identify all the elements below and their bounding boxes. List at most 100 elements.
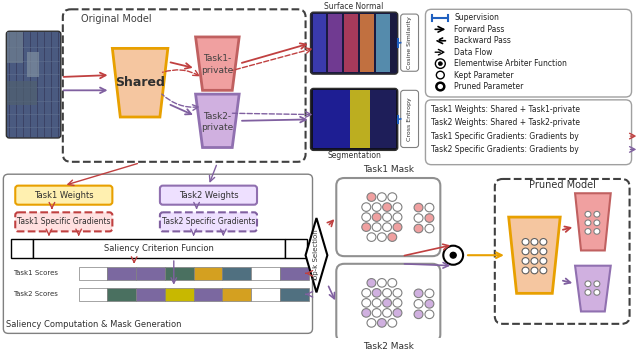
Text: Forward Pass: Forward Pass xyxy=(454,25,504,34)
Circle shape xyxy=(585,211,591,217)
Bar xyxy=(312,14,326,72)
Text: Supervision: Supervision xyxy=(454,13,499,22)
Circle shape xyxy=(378,233,387,241)
Circle shape xyxy=(531,258,538,264)
Circle shape xyxy=(531,248,538,255)
Circle shape xyxy=(522,239,529,245)
Bar xyxy=(328,14,342,72)
Circle shape xyxy=(414,310,423,319)
Bar xyxy=(79,288,108,301)
Circle shape xyxy=(378,279,387,287)
Circle shape xyxy=(372,289,381,297)
Circle shape xyxy=(540,239,547,245)
Bar xyxy=(165,288,194,301)
Bar xyxy=(251,288,280,301)
Circle shape xyxy=(383,223,392,231)
Bar xyxy=(350,90,370,148)
Text: Task2 Weights: Task2 Weights xyxy=(179,191,238,199)
Circle shape xyxy=(414,300,423,308)
Text: Task2 Mask: Task2 Mask xyxy=(363,342,413,350)
Circle shape xyxy=(540,267,547,274)
Circle shape xyxy=(425,300,434,308)
Circle shape xyxy=(378,193,387,201)
Circle shape xyxy=(425,289,434,298)
Bar xyxy=(251,267,280,280)
Circle shape xyxy=(414,289,423,298)
Circle shape xyxy=(388,279,397,287)
Circle shape xyxy=(531,267,538,274)
Text: Backward Pass: Backward Pass xyxy=(454,36,511,45)
Circle shape xyxy=(388,233,397,241)
Circle shape xyxy=(414,214,423,222)
Circle shape xyxy=(585,229,591,234)
Circle shape xyxy=(585,289,591,295)
Polygon shape xyxy=(113,48,168,117)
Bar xyxy=(194,288,222,301)
Bar xyxy=(136,288,165,301)
Text: Elementwise Arbiter Function: Elementwise Arbiter Function xyxy=(454,59,567,68)
FancyBboxPatch shape xyxy=(15,212,113,231)
Circle shape xyxy=(594,211,600,217)
Polygon shape xyxy=(575,193,611,251)
Text: Task1 Scores: Task1 Scores xyxy=(13,270,58,276)
Bar xyxy=(136,267,165,280)
Circle shape xyxy=(435,59,445,68)
Text: Top-k Selection: Top-k Selection xyxy=(314,229,319,282)
Text: Cross Entropy: Cross Entropy xyxy=(407,97,412,141)
Circle shape xyxy=(372,223,381,231)
Circle shape xyxy=(393,309,402,317)
Circle shape xyxy=(362,289,371,297)
Bar xyxy=(360,14,374,72)
Text: Saliency Criterion Funcion: Saliency Criterion Funcion xyxy=(104,244,214,253)
Circle shape xyxy=(388,318,397,327)
Polygon shape xyxy=(196,94,239,147)
FancyBboxPatch shape xyxy=(495,179,630,324)
Circle shape xyxy=(594,229,600,234)
Bar xyxy=(7,32,23,63)
Bar xyxy=(280,288,308,301)
Circle shape xyxy=(594,220,600,226)
Circle shape xyxy=(444,246,463,265)
Text: Task1 Specific Gradients: Task1 Specific Gradients xyxy=(17,217,111,226)
Bar xyxy=(312,90,350,148)
Bar xyxy=(344,14,358,72)
FancyBboxPatch shape xyxy=(160,212,257,231)
Circle shape xyxy=(594,281,600,287)
Text: Task2 Scores: Task2 Scores xyxy=(13,291,58,297)
Text: Original Model: Original Model xyxy=(81,14,151,24)
Circle shape xyxy=(414,203,423,212)
Circle shape xyxy=(425,224,434,233)
Bar xyxy=(108,288,136,301)
Circle shape xyxy=(393,289,402,297)
Circle shape xyxy=(594,289,600,295)
Bar xyxy=(285,239,307,258)
Circle shape xyxy=(436,71,444,79)
Circle shape xyxy=(540,258,547,264)
Bar xyxy=(222,267,251,280)
Circle shape xyxy=(367,233,376,241)
Text: Segmentation: Segmentation xyxy=(327,151,381,160)
Circle shape xyxy=(393,299,402,307)
Circle shape xyxy=(522,248,529,255)
Bar xyxy=(194,267,222,280)
Text: Data Flow: Data Flow xyxy=(454,48,493,57)
Bar xyxy=(33,239,285,258)
Circle shape xyxy=(372,203,381,211)
FancyBboxPatch shape xyxy=(6,31,61,138)
Text: private: private xyxy=(201,66,234,75)
FancyBboxPatch shape xyxy=(3,174,312,334)
Bar xyxy=(165,267,194,280)
Text: Task2 Specific Gradients: Task2 Specific Gradients xyxy=(162,217,255,226)
Bar xyxy=(27,52,39,77)
Circle shape xyxy=(450,252,456,258)
Text: Saliency Computation & Mask Generation: Saliency Computation & Mask Generation xyxy=(6,320,182,329)
Circle shape xyxy=(362,309,371,317)
Circle shape xyxy=(383,299,392,307)
Bar xyxy=(370,90,396,148)
FancyBboxPatch shape xyxy=(401,90,419,147)
Circle shape xyxy=(585,220,591,226)
Circle shape xyxy=(362,203,371,211)
Text: Task1 Specific Gradients: Gradients by: Task1 Specific Gradients: Gradients by xyxy=(431,132,579,141)
Polygon shape xyxy=(509,217,560,293)
Circle shape xyxy=(522,258,529,264)
